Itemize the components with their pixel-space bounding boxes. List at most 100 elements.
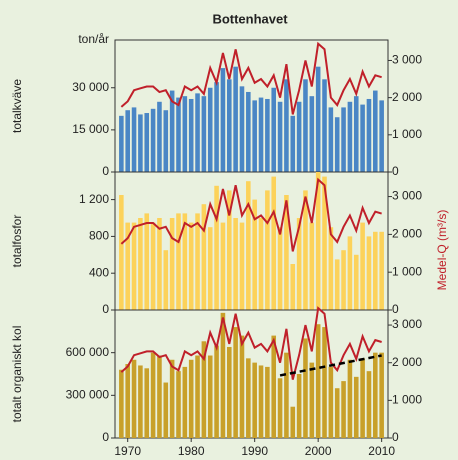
y-tick-label: 30 000 <box>72 80 109 94</box>
bar <box>138 365 143 438</box>
bar <box>353 376 359 438</box>
y-tick-label: 800 <box>89 229 109 243</box>
flow-line <box>120 177 382 252</box>
bar <box>220 68 226 172</box>
y-tick-label: 600 000 <box>66 345 110 359</box>
flow-line <box>120 41 382 115</box>
y2-tick-label: 2 000 <box>392 90 422 104</box>
bar <box>182 96 188 172</box>
bar <box>328 107 334 172</box>
y2-tick-label: 2 000 <box>392 355 422 369</box>
plot-area <box>114 39 389 173</box>
y-tick-label: 15 000 <box>72 122 109 136</box>
bar <box>169 359 175 438</box>
bar <box>157 101 162 172</box>
bar <box>207 227 213 310</box>
bar <box>353 254 359 310</box>
bar <box>360 222 365 310</box>
y2-tick-label: 1 000 <box>392 127 422 141</box>
y-tick-label: 0 <box>102 164 109 178</box>
bar <box>182 213 188 310</box>
bar <box>246 358 251 438</box>
y-tick-label: 0 <box>102 302 109 316</box>
bar <box>125 110 130 172</box>
y-tick-label: 400 <box>89 265 109 279</box>
bar <box>239 222 245 310</box>
y2-tick-label: 1 000 <box>392 393 422 407</box>
bar <box>188 359 194 438</box>
y-tick-label: 1 200 <box>79 192 109 206</box>
bar <box>341 107 346 172</box>
y2-tick-label: 3 000 <box>392 189 422 203</box>
bar <box>303 338 308 438</box>
bar <box>373 90 378 172</box>
bar <box>138 114 143 172</box>
flow-line <box>120 306 382 380</box>
x-tick-label: 1970 <box>114 444 141 458</box>
bar <box>125 222 130 310</box>
bar <box>201 204 207 310</box>
bar <box>347 359 353 438</box>
bar <box>246 181 251 310</box>
y2-tick-label: 0 <box>392 430 399 444</box>
bar <box>296 218 302 310</box>
y-tick-label: 0 <box>102 430 109 444</box>
bar <box>195 93 200 172</box>
bar <box>188 98 194 172</box>
bar <box>119 195 124 310</box>
bar <box>157 218 162 310</box>
bar <box>366 236 372 310</box>
bar <box>233 327 238 438</box>
bar <box>303 190 308 310</box>
bar <box>315 172 321 310</box>
y-axis-label: totalkväve <box>10 79 24 133</box>
bar <box>246 91 251 172</box>
bar <box>233 218 238 310</box>
chart-title: Bottenhavet <box>212 11 288 26</box>
bar <box>252 199 257 310</box>
bar <box>163 250 169 310</box>
x-tick-label: 1990 <box>241 444 268 458</box>
bar <box>315 324 321 438</box>
bar <box>169 90 175 172</box>
y2-tick-label: 2 000 <box>392 227 422 241</box>
bar <box>347 101 353 172</box>
y2-tick-label: 3 000 <box>392 53 422 67</box>
bar <box>226 79 232 172</box>
x-tick-label: 2010 <box>368 444 395 458</box>
bar <box>309 96 315 172</box>
bar <box>328 366 334 438</box>
y2-tick-label: 0 <box>392 302 399 316</box>
bar <box>207 355 213 438</box>
y-axis-label: totalfosfor <box>10 215 24 268</box>
bar <box>271 176 277 310</box>
unit-label: ton/år <box>78 32 109 46</box>
y-tick-label: 300 000 <box>66 388 110 402</box>
bar <box>226 190 232 310</box>
bar <box>220 222 226 310</box>
bar <box>360 104 365 172</box>
bar <box>277 101 283 172</box>
bar <box>322 327 327 438</box>
bar <box>214 82 219 172</box>
bar <box>195 355 200 438</box>
bar <box>233 66 238 172</box>
bar <box>303 79 308 172</box>
bar <box>163 110 169 172</box>
bar <box>169 218 175 310</box>
x-tick-label: 1980 <box>178 444 205 458</box>
bar <box>322 79 327 172</box>
bar <box>258 97 264 172</box>
bar <box>214 185 219 310</box>
bar <box>265 366 270 438</box>
bar <box>315 66 321 172</box>
bar <box>188 222 194 310</box>
y2-tick-label: 3 000 <box>392 317 422 331</box>
bar <box>239 86 245 172</box>
bar <box>265 98 270 172</box>
bar <box>138 218 143 310</box>
bar <box>309 222 315 310</box>
bar <box>347 236 353 310</box>
bar <box>341 381 346 438</box>
bar <box>366 98 372 172</box>
